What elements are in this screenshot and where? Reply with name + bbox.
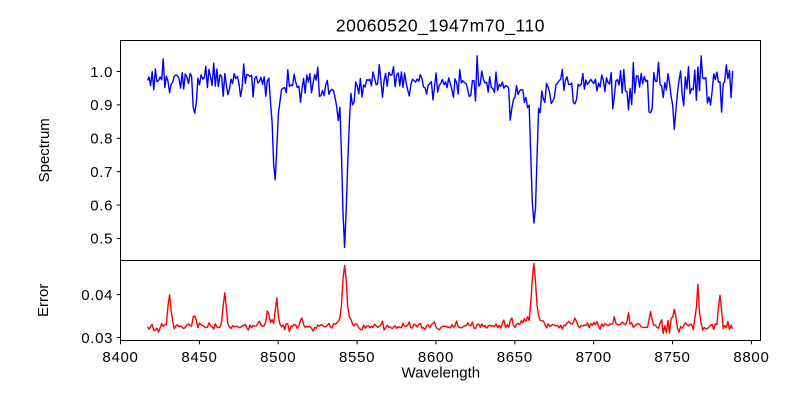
- svg-text:0.8: 0.8: [90, 131, 113, 148]
- svg-text:1.0: 1.0: [90, 64, 113, 81]
- svg-text:8650: 8650: [497, 349, 533, 366]
- svg-text:Wavelength: Wavelength: [401, 365, 480, 382]
- svg-text:0.6: 0.6: [90, 197, 113, 214]
- svg-text:8600: 8600: [418, 349, 454, 366]
- svg-text:8450: 8450: [181, 349, 217, 366]
- svg-text:0.03: 0.03: [81, 330, 113, 347]
- svg-text:8750: 8750: [654, 349, 690, 366]
- svg-text:8500: 8500: [260, 349, 296, 366]
- svg-text:0.7: 0.7: [90, 164, 113, 181]
- svg-text:0.5: 0.5: [90, 231, 113, 248]
- svg-text:20060520_1947m70_110: 20060520_1947m70_110: [336, 15, 545, 36]
- svg-text:8700: 8700: [576, 349, 612, 366]
- svg-text:8800: 8800: [733, 349, 769, 366]
- svg-text:Error: Error: [35, 284, 52, 317]
- svg-text:8550: 8550: [339, 349, 375, 366]
- svg-text:Spectrum: Spectrum: [36, 118, 53, 182]
- svg-text:0.04: 0.04: [81, 287, 113, 304]
- svg-text:0.9: 0.9: [90, 97, 113, 114]
- svg-text:8400: 8400: [102, 349, 138, 366]
